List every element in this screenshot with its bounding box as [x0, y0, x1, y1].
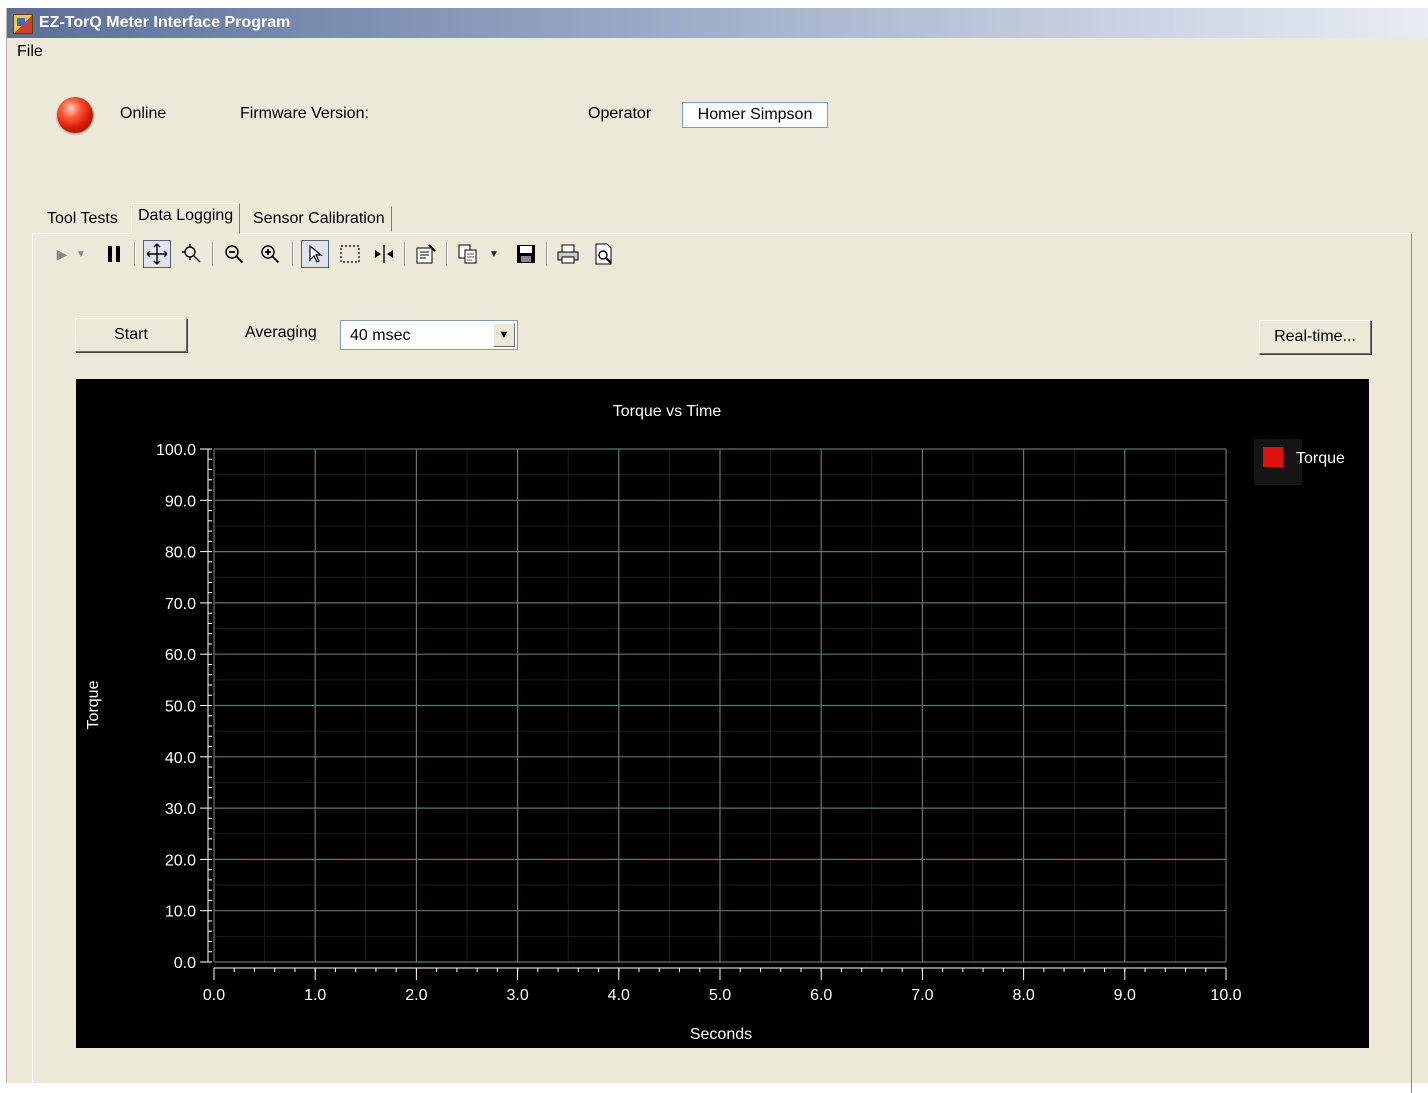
y-tick-label: 30.0 [165, 801, 196, 818]
tab-tool-tests[interactable]: Tool Tests [47, 210, 118, 227]
print-preview-icon[interactable] [590, 240, 618, 268]
toolbar-separator [134, 242, 136, 266]
print-icon[interactable] [554, 240, 582, 268]
y-tick-label: 10.0 [165, 904, 196, 921]
zoom-in-icon[interactable] [256, 240, 284, 268]
y-tick-label: 80.0 [165, 545, 196, 562]
chart-canvas: 0.0 10.0 20.0 30.0 40.0 50.0 60.0 70.0 80.0 90.0 1… [85, 403, 1345, 1043]
pause-icon[interactable] [100, 240, 128, 268]
x-tick-label: 2.0 [405, 987, 427, 1004]
chart-axes: 0.0 10.0 20.0 30.0 40.0 50.0 60.0 70.0 80.0 90.0 1… [156, 442, 1242, 1004]
cursor-icon[interactable] [370, 240, 398, 268]
x-tick-label: 10.0 [1210, 987, 1241, 1004]
properties-icon[interactable] [412, 240, 440, 268]
averaging-value: 40 msec [350, 327, 411, 344]
chevron-down-icon[interactable]: ▼ [493, 323, 515, 347]
operator-label: Operator [588, 105, 652, 122]
title-bar: EZ-TorQ Meter Interface Program [7, 8, 1428, 38]
save-icon[interactable] [512, 240, 540, 268]
averaging-label: Averaging [245, 324, 317, 341]
toolbar-separator [292, 242, 294, 266]
dropdown-arrow-icon[interactable]: ▼ [76, 248, 86, 260]
legend-swatch-torque [1263, 447, 1283, 467]
toolbar-separator [404, 242, 406, 266]
tab-sensor-calibration[interactable]: Sensor Calibration [246, 206, 392, 232]
pointer-icon[interactable] [301, 240, 329, 268]
chart-grid [213, 448, 1227, 963]
zoom-out-icon[interactable] [220, 240, 248, 268]
x-axis-label: Seconds [690, 1026, 752, 1043]
y-tick-label: 0.0 [174, 955, 196, 972]
operator-field[interactable]: Homer Simpson [682, 102, 828, 128]
y-axis-label: Torque [85, 680, 102, 729]
x-tick-label: 9.0 [1114, 987, 1136, 1004]
online-label: Online [120, 105, 167, 122]
toolbar-separator [446, 242, 448, 266]
x-tick-label: 0.0 [203, 987, 225, 1004]
menu-bar: File [7, 40, 1428, 64]
y-tick-label: 70.0 [165, 596, 196, 613]
averaging-select[interactable]: 40 msec ▼ [340, 320, 518, 350]
y-tick-label: 60.0 [165, 647, 196, 664]
x-tick-label: 1.0 [304, 987, 326, 1004]
dropdown-arrow-icon[interactable]: ▼ [489, 248, 499, 260]
x-tick-label: 5.0 [709, 987, 731, 1004]
realtime-button[interactable]: Real-time... [1259, 320, 1371, 354]
legend-label-torque: Torque [1296, 450, 1345, 467]
tab-data-logging[interactable]: Data Logging [131, 203, 241, 234]
data-logging-panel [32, 233, 1412, 1093]
window-title: EZ-TorQ Meter Interface Program [39, 14, 291, 31]
x-tick-label: 3.0 [506, 987, 528, 1004]
copy-icon[interactable] [454, 240, 482, 268]
online-status-icon [57, 97, 93, 133]
y-tick-label: 40.0 [165, 750, 196, 767]
x-tick-label: 8.0 [1012, 987, 1034, 1004]
select-rectangle-icon[interactable] [336, 240, 364, 268]
x-tick-label: 4.0 [608, 987, 630, 1004]
y-tick-label: 100.0 [156, 442, 196, 459]
menu-file[interactable]: File [17, 43, 43, 60]
tab-strip: Tool Tests Data Logging Sensor Calibrati… [36, 203, 436, 234]
app-icon[interactable] [13, 14, 33, 34]
play-icon[interactable]: ▶ [56, 245, 68, 262]
zoom-axis-icon[interactable] [178, 240, 206, 268]
y-tick-label: 20.0 [165, 852, 196, 869]
firmware-version-label: Firmware Version: [240, 105, 369, 122]
x-tick-label: 6.0 [810, 987, 832, 1004]
toolbar-separator [546, 242, 548, 266]
torque-chart[interactable]: 0.0 10.0 20.0 30.0 40.0 50.0 60.0 70.0 80.0 90.0 1… [76, 379, 1369, 1048]
x-tick-label: 7.0 [911, 987, 933, 1004]
y-tick-label: 90.0 [165, 493, 196, 510]
start-button[interactable]: Start [75, 318, 187, 352]
chart-toolbar: ▶ ▼ ▼ [44, 238, 644, 270]
toolbar-separator [212, 242, 214, 266]
y-tick-label: 50.0 [165, 699, 196, 716]
pan-icon[interactable] [143, 240, 171, 268]
chart-title: Torque vs Time [613, 403, 722, 420]
